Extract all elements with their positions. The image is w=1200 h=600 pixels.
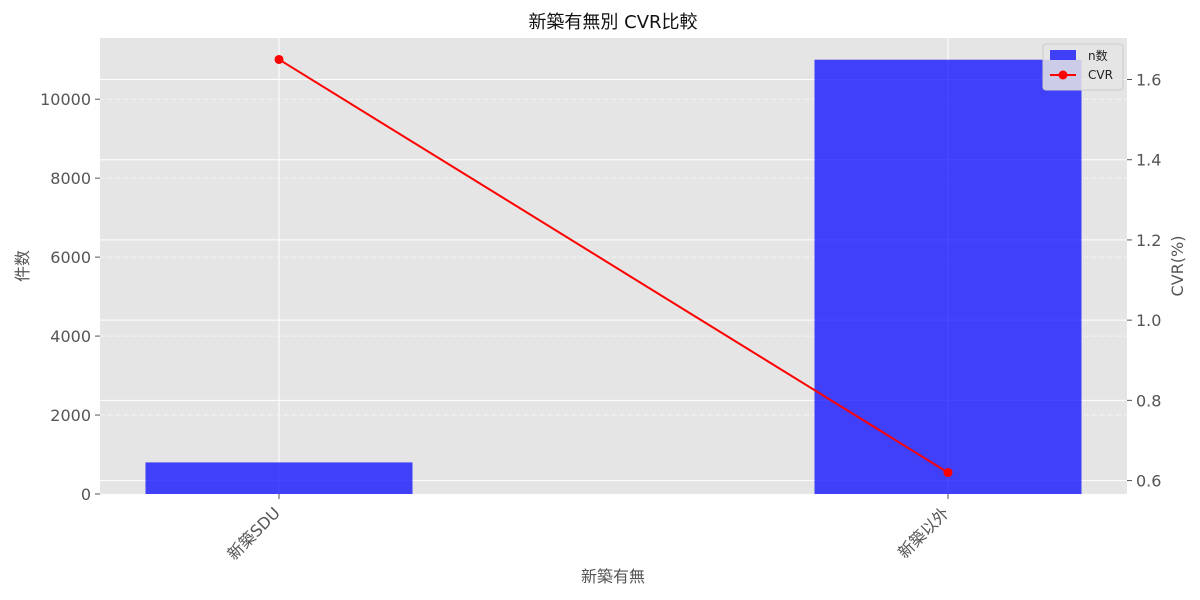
left-tick-label: 8000 (50, 169, 91, 188)
right-tick-label: 1.2 (1136, 231, 1161, 250)
right-y-axis-label: CVR(%) (1168, 236, 1187, 297)
cvr-line-series (274, 54, 953, 478)
x-axis-ticks: 新築SDU 新築以外 (224, 494, 953, 564)
right-tick-label: 0.8 (1136, 391, 1161, 410)
bar-n-1 (814, 59, 1082, 494)
right-tick-label: 1.0 (1136, 311, 1161, 330)
legend-line-marker (1058, 70, 1068, 80)
left-axis-ticks: 0 2000 4000 6000 8000 10000 (40, 90, 100, 504)
legend-bar-swatch (1050, 50, 1076, 60)
left-tick-label: 2000 (50, 406, 91, 425)
right-tick-label: 1.4 (1136, 151, 1161, 170)
cvr-point-0 (274, 54, 284, 64)
left-tick-label: 4000 (50, 327, 91, 346)
bar-n-0 (145, 462, 413, 494)
right-tick-label: 1.6 (1136, 71, 1161, 90)
left-y-axis-label: 件数 (13, 250, 32, 282)
legend: n数 CVR (1042, 43, 1124, 91)
left-tick-label: 10000 (40, 90, 91, 109)
right-axis-ticks: 0.6 0.8 1.0 1.2 1.4 1.6 (1127, 71, 1161, 491)
cvr-line (278, 58, 949, 474)
x-tick-label: 新築SDU (224, 503, 284, 563)
left-tick-label: 0 (81, 485, 91, 504)
x-tick-label: 新築以外 (894, 503, 953, 562)
cvr-point-1 (943, 468, 953, 478)
chart-title: 新築有無別 CVR比較 (528, 12, 697, 33)
legend-label-n: n数 (1088, 48, 1108, 63)
left-tick-label: 6000 (50, 248, 91, 267)
x-axis-label: 新築有無 (581, 567, 645, 586)
legend-label-cvr: CVR (1088, 68, 1113, 82)
right-tick-label: 0.6 (1136, 472, 1161, 491)
bars (145, 59, 1082, 494)
